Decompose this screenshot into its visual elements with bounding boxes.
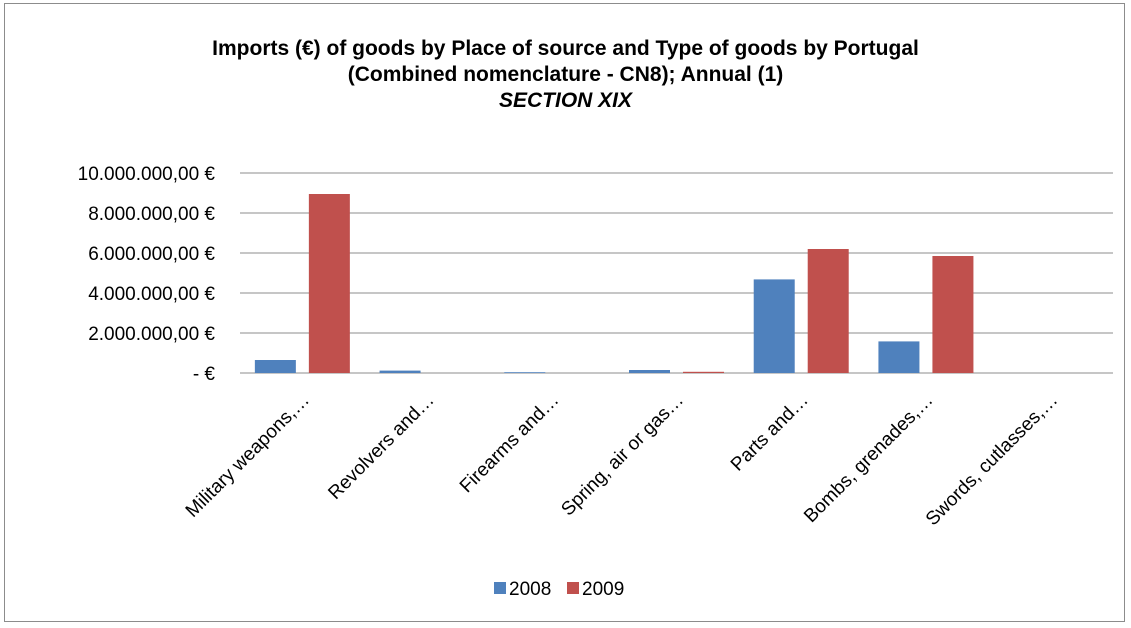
bar-2009 [807,249,849,373]
chart-title: Imports (€) of goods by Place of source … [0,36,1131,114]
x-axis: Military weapons,… Revolvers and… Firearms… [182,390,1062,530]
legend-swatch-2009 [567,582,579,594]
bar-2009 [932,256,974,373]
y-tick-label: 2.000.000,00 € [88,324,215,345]
legend-label-2009: 2009 [582,579,624,600]
gridlines [240,172,1113,374]
x-category-label: Spring, air or gas… [557,390,688,521]
legend-label-2008: 2008 [509,579,551,600]
legend[interactable]: 2008 2009 [494,579,624,600]
y-tick-label: 6.000.000,00 € [88,244,215,265]
bar-2008 [254,360,296,373]
bar-2008 [753,279,795,373]
legend-swatch-2008 [494,582,506,594]
bars [254,194,974,373]
bar-2008 [379,370,421,373]
x-category-label: Bombs, grenades,… [800,390,937,527]
y-tick-label: 8.000.000,00 € [88,204,215,225]
bar-2009 [308,194,350,373]
bar-2009 [683,371,724,373]
bar-2008 [629,370,670,373]
y-tick-label: - € [193,364,216,385]
y-tick-label: 10.000.000,00 € [78,164,216,185]
chart-title-line1: Imports (€) of goods by Place of source … [212,37,919,60]
x-category-label: Revolvers and… [324,390,438,504]
bar-2008 [504,372,546,373]
y-tick-label: 4.000.000,00 € [88,284,215,305]
bar-2008 [878,341,920,373]
x-category-label: Firearms and… [456,390,563,497]
x-category-label: Swords, cutlasses,… [922,390,1062,530]
chart-title-line2: (Combined nomenclature - CN8); Annual (1… [347,63,784,86]
x-category-label: Parts and… [727,390,813,476]
x-category-label: Military weapons,… [182,390,314,522]
y-axis: - € 2.000.000,00 € 4.000.000,00 € 6.000.000… [78,164,216,385]
chart-subtitle: SECTION XIX [498,89,633,112]
